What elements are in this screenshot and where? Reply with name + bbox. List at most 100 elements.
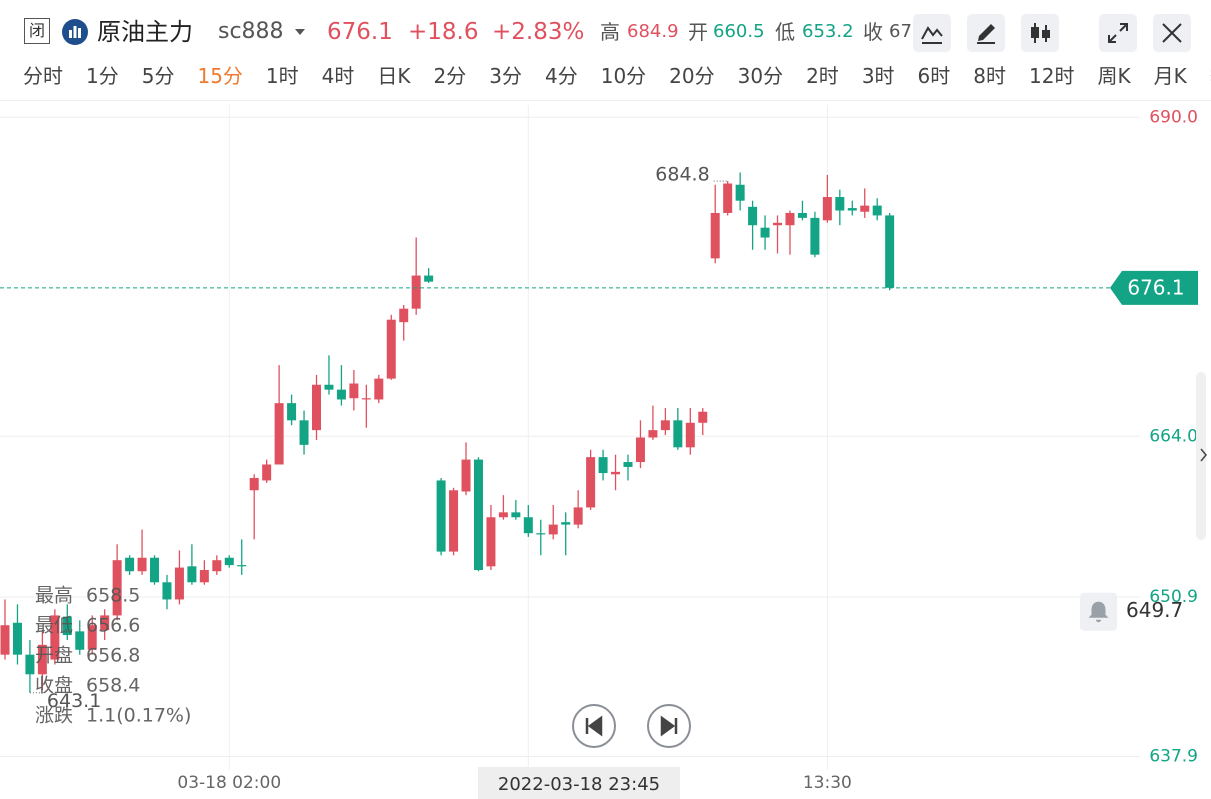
playback-next-icon [660,715,678,737]
fullscreen-button[interactable] [1099,14,1137,52]
candle-body [860,205,870,212]
period-tab[interactable]: 1时 [265,64,299,88]
indicator-button[interactable] [913,14,951,52]
candle-body [623,462,633,467]
period-tab[interactable]: 20分 [669,64,715,88]
period-tab[interactable]: 5分 [141,64,175,88]
y-tick-label: 637.9 [1149,747,1198,767]
candle-body [710,212,720,259]
y-tick-label: 650.9 [1149,587,1198,607]
period-tab[interactable]: 6时 [917,64,951,88]
candle-body [835,197,845,211]
period-tab[interactable]: 季 [1210,60,1211,92]
alert-bell [1088,601,1109,623]
candle-body [773,222,783,226]
candle-body [735,184,745,201]
period-tab[interactable]: 3时 [861,64,895,88]
instrument-name: 原油主力 [97,18,193,46]
x-tick-label: 13:30 [803,773,852,793]
change-pct: +2.83% [492,19,585,45]
candle-body [249,477,259,491]
last-price-tag [1110,270,1198,305]
info-value: 658.4 [86,675,140,697]
candle-body [174,567,184,600]
low-value: 653.2 [802,21,854,42]
status-badge: 闭 [24,18,50,44]
period-tab[interactable]: 10分 [600,64,647,88]
candle-body [262,464,272,481]
period-tab[interactable]: 12时 [1029,64,1075,88]
info-label: 开盘 [35,645,73,667]
candle-body [885,215,895,288]
info-value: 1.1(0.17%) [86,705,191,727]
period-tab[interactable]: 1分 [86,64,119,88]
period-tab[interactable]: 分时 [23,64,63,88]
candle-body [498,512,508,518]
dropdown-caret[interactable] [294,27,306,37]
high-value: 684.9 [627,21,679,42]
price: 676.1 [327,19,393,45]
close-button[interactable] [1153,14,1191,52]
candle-body [810,217,820,255]
info-value: 656.6 [86,615,140,637]
candle-body [573,507,583,525]
x-tick-label: 03-18 02:00 [177,773,281,793]
candle-body [386,319,396,379]
candle-body [187,566,197,583]
info-label: 涨跌 [35,705,73,727]
candle-body [125,557,135,572]
candle-body [0,625,10,655]
period-tab[interactable]: 2时 [806,64,839,88]
playback-prev-icon [585,715,603,737]
candle-body [424,275,434,282]
candle-body [635,437,645,463]
candle-body [536,533,546,535]
open-label: 开 [688,20,708,44]
candle-body [436,480,446,552]
instrument-code[interactable]: sc888 [218,19,284,44]
crosshair-label: 2022-03-18 23:45 [498,774,660,795]
logo [62,19,88,45]
candle-body [847,208,857,211]
candle-body [324,384,334,390]
candle-body [685,422,695,448]
candle-body [449,490,459,552]
candle-body [224,557,234,566]
period-tab[interactable]: 4分 [544,64,578,88]
candle-body [748,206,758,226]
candle-body [698,411,708,423]
draw-button[interactable] [967,14,1005,52]
candle-body [299,420,309,445]
y-tick-label: 690.0 [1149,107,1198,127]
separator [0,100,1211,101]
candle-body [150,557,160,583]
period-tab[interactable]: 4时 [321,64,355,88]
info-value: 658.5 [86,585,140,607]
candle-body [548,524,558,535]
period-tab[interactable]: 月K [1153,64,1187,88]
candle-body [199,570,209,583]
period-tab[interactable]: 日K [377,64,411,88]
period-tab[interactable]: 3分 [489,64,522,88]
close-label: 收 [863,20,883,44]
change: +18.6 [408,19,479,45]
candle-body [237,565,247,567]
info-label: 最低 [35,615,73,637]
candle-body [349,383,359,399]
candle-body [374,378,384,400]
chart-type-button[interactable] [1021,14,1059,52]
candle-body [872,205,882,216]
candle-body [723,183,733,213]
candle-body [25,654,35,675]
low-label: 低 [775,20,795,44]
period-tab[interactable]: 30分 [737,64,784,88]
period-tab[interactable]: 周K [1097,64,1131,88]
info-value: 656.8 [86,645,140,667]
candle-body [336,389,346,400]
period-tab[interactable]: 15分 [197,64,243,88]
period-tab[interactable]: 2分 [433,64,467,88]
min-marker-label: 643.1 [47,690,101,712]
period-tab[interactable]: 8时 [973,64,1007,88]
scroll-track [1196,372,1206,540]
candle-body [399,308,409,323]
